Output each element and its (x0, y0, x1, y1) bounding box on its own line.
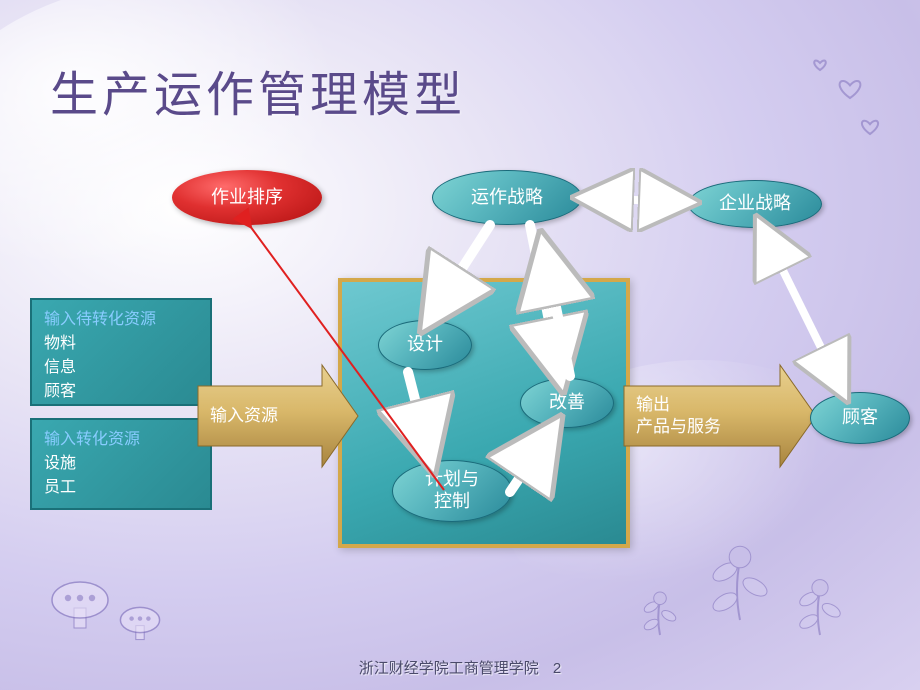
input-transforming-box: 输入转化资源 设施 员工 (30, 418, 212, 510)
input-arrow-label: 输入资源 (198, 386, 322, 446)
ellipse-improve: 改善 (520, 378, 614, 428)
input-item: 信息 (44, 356, 198, 380)
input-item: 员工 (44, 476, 198, 500)
ellipse-customer: 顾客 (810, 392, 910, 444)
input-item: 物料 (44, 332, 198, 356)
input-item: 设施 (44, 452, 198, 476)
input-transforming-header: 输入转化资源 (44, 428, 198, 452)
footer-text: 浙江财经学院工商管理学院 (359, 660, 539, 677)
input-item: 顾客 (44, 380, 198, 404)
slide-title: 生产运作管理模型 (50, 55, 466, 125)
ellipse-ops_strategy: 运作战略 (432, 170, 582, 225)
slide-footer: 浙江财经学院工商管理学院 2 (0, 657, 920, 678)
page-number: 2 (553, 660, 561, 677)
output-arrow-label: 输出 产品与服务 (624, 386, 780, 446)
ellipse-job_seq: 作业排序 (172, 170, 322, 225)
ellipse-plan_control: 计划与 控制 (392, 460, 512, 522)
ellipse-corp_strategy: 企业战略 (688, 180, 822, 228)
input-arrow-text: 输入资源 (210, 405, 278, 427)
input-transform-box: 输入待转化资源 物料信息顾客 (30, 298, 212, 406)
input-transform-header: 输入待转化资源 (44, 308, 198, 332)
ellipse-design: 设计 (378, 320, 472, 370)
output-arrow-text: 输出 产品与服务 (636, 394, 721, 438)
